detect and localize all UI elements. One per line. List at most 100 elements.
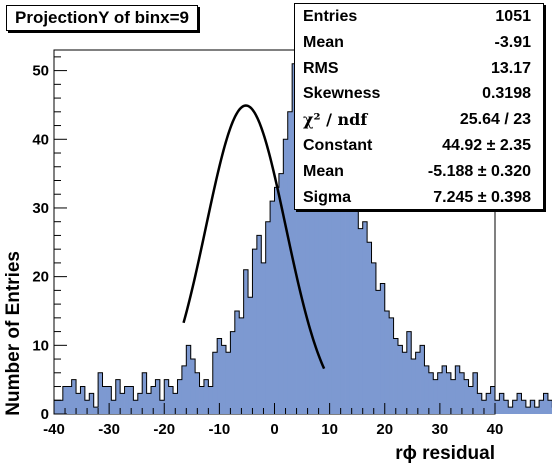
stats-value: 0.3198 [482, 85, 531, 103]
histogram-bin [503, 400, 509, 414]
stats-row-entries: Entries 1051 [295, 4, 543, 30]
stats-row-fit-mean: Mean -5.188 ± 0.320 [295, 159, 543, 185]
histogram-bin [384, 310, 390, 414]
histogram-bin [120, 393, 125, 414]
histogram-bin [195, 372, 200, 414]
histogram-bin [98, 372, 103, 414]
histogram-bin [402, 352, 408, 414]
x-tick-label: 0 [270, 421, 278, 438]
x-tick-label: 40 [487, 421, 504, 438]
stats-row-chi2: χ² / ndf 25.64 / 23 [295, 107, 543, 133]
histogram-bin [159, 400, 165, 414]
stats-box: Entries 1051 Mean -3.91 RMS 13.17 Skewne… [294, 3, 544, 210]
histogram-bin [442, 365, 447, 414]
histogram-bin [62, 386, 68, 414]
histogram-bin [274, 187, 280, 414]
histogram-bin [71, 379, 77, 414]
histogram-bin [199, 386, 205, 414]
histogram-bin [521, 400, 527, 414]
histogram-bin [336, 159, 342, 414]
histogram-bin [217, 338, 222, 414]
histogram-bin [221, 345, 227, 414]
histogram-bin [283, 139, 289, 414]
x-tick-label: -40 [43, 421, 65, 438]
histogram-bin [397, 345, 403, 414]
stats-label: Mean [303, 162, 344, 180]
histogram-title: ProjectionY of binx=9 [6, 5, 198, 31]
histogram-bin [450, 379, 456, 414]
histogram-bin [89, 393, 95, 414]
histogram-bin [424, 365, 430, 414]
histogram-bin [428, 372, 434, 414]
histogram-bin [323, 118, 328, 414]
stats-row-constant: Constant 44.92 ± 2.35 [295, 133, 543, 159]
histogram-bin [437, 372, 443, 414]
histogram-bin [464, 379, 469, 414]
histogram-bin [111, 400, 117, 414]
histogram-bin [278, 173, 284, 414]
stats-row-rms: RMS 13.17 [295, 56, 543, 82]
histogram-bin [371, 262, 377, 414]
histogram-bin [181, 365, 187, 414]
histogram-bin [243, 269, 249, 414]
histogram-bin [468, 386, 474, 414]
histogram-bin [173, 393, 178, 414]
x-tick-label: 30 [432, 421, 449, 438]
x-axis-label: rϕ residual [395, 443, 495, 464]
histogram-bin [133, 400, 139, 414]
histogram-bin [358, 228, 364, 414]
y-tick-label: 10 [32, 337, 49, 354]
histogram-bin [203, 379, 209, 414]
histogram-bin [67, 386, 73, 414]
histogram-bin [76, 393, 81, 414]
histogram-bin [164, 379, 170, 414]
histogram-bin [309, 125, 315, 414]
histogram-bin [345, 187, 350, 414]
histogram-bin [543, 393, 549, 414]
x-tick-label: 10 [321, 421, 338, 438]
stats-row-sigma: Sigma 7.245 ± 0.398 [295, 185, 543, 211]
histogram-bin [380, 283, 386, 414]
histogram-bin [256, 235, 262, 414]
histogram-bin [58, 400, 64, 414]
gaussian-fit-curve [182, 104, 326, 370]
histogram-bin [539, 400, 544, 414]
histogram-bin [80, 386, 86, 414]
x-tick-label: -20 [153, 421, 175, 438]
stats-row-skewness: Skewness 0.3198 [295, 81, 543, 107]
histogram-bin [84, 400, 90, 414]
histogram-bin [128, 386, 134, 414]
histogram-bin [362, 221, 368, 414]
histogram-bin [415, 352, 421, 414]
histogram-bin [327, 139, 333, 414]
stats-value: 13.17 [490, 59, 531, 77]
histogram-bin [367, 242, 372, 414]
histogram-bin [151, 386, 156, 414]
histogram-bin [252, 249, 258, 414]
histogram-bin [142, 372, 148, 414]
stats-label: Sigma [303, 188, 352, 206]
histogram-bin [261, 262, 267, 414]
stats-value: -3.91 [494, 33, 531, 51]
histogram-bin [177, 379, 183, 414]
y-axis-ticks: 0 10 20 30 40 50 [32, 56, 67, 423]
histogram-bin [547, 400, 552, 414]
histogram-bin [512, 400, 518, 414]
histogram-bin [124, 386, 130, 414]
histogram-bin [331, 146, 337, 414]
stats-value: 1051 [495, 8, 531, 25]
histogram-bin [234, 310, 240, 414]
histogram-bin [446, 372, 452, 414]
histogram-bin [292, 63, 297, 415]
histogram-bin [534, 407, 540, 414]
histogram-bin [186, 345, 192, 414]
histogram-bin [455, 365, 461, 414]
stats-label: Constant [303, 136, 373, 154]
histogram-bin [305, 84, 311, 414]
stats-label: Mean [303, 33, 344, 51]
histogram-bin [472, 372, 478, 414]
histogram-bin [106, 386, 112, 414]
histogram-bin [314, 63, 319, 415]
x-tick-label: -10 [209, 421, 231, 438]
